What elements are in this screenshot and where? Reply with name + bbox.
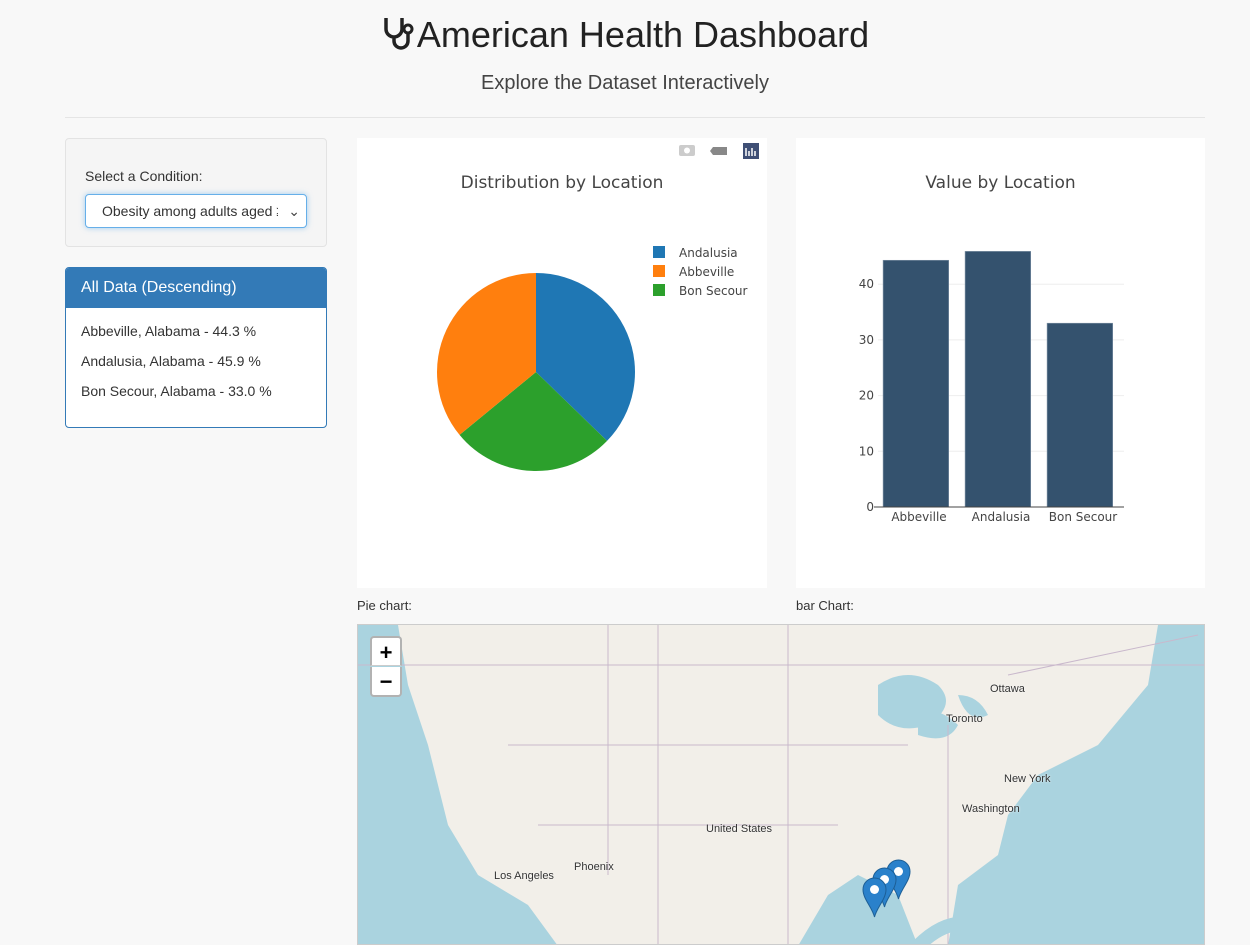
title-text: American Health Dashboard <box>416 14 870 55</box>
list-item: Andalusia, Alabama - 45.9 % <box>81 353 261 369</box>
map-tiles <box>358 625 1204 944</box>
map-label: Ottawa <box>990 683 1025 695</box>
bar-andalusia[interactable] <box>964 251 1032 508</box>
legend-label[interactable]: Bon Secour <box>679 284 748 298</box>
legend-swatch[interactable] <box>653 246 665 258</box>
pie-title: Distribution by Location <box>460 173 664 193</box>
bar-caption: bar Chart: <box>796 598 854 613</box>
all-data-panel: All Data (Descending) Abbeville, Alabama… <box>65 267 327 428</box>
x-tick-label: Bon Secour <box>1049 510 1118 524</box>
chart-toolbar <box>679 143 759 159</box>
y-tick-label: 40 <box>859 277 874 291</box>
map-marker-icon[interactable] <box>862 877 887 923</box>
plotly-logo-icon[interactable] <box>743 143 759 159</box>
pie-slice-bon-secour[interactable] <box>459 372 608 472</box>
bar-abbeville[interactable] <box>882 259 949 508</box>
chevron-down-icon: ⌄ <box>288 203 300 219</box>
map-label: Los Angeles <box>494 870 554 882</box>
x-tick-label: Abbeville <box>891 510 946 524</box>
bar-bon-secour[interactable] <box>1046 322 1114 508</box>
y-tick-label: 20 <box>859 389 874 403</box>
map-label: United States <box>706 823 773 835</box>
y-tick-label: 30 <box>859 333 874 347</box>
map-label: Phoenix <box>574 861 614 873</box>
select-label: Select a Condition: <box>85 168 203 184</box>
condition-selector-panel: Select a Condition: Obesity among adults… <box>65 138 327 247</box>
map-label: Washington <box>962 803 1020 815</box>
panel-title: All Data (Descending) <box>66 268 326 308</box>
stethoscope-icon <box>384 18 414 50</box>
pie-chart-card: Distribution by Location Andalusia Abbevi… <box>357 138 767 588</box>
y-tick-label: 0 <box>866 500 874 514</box>
page-subtitle: Explore the Dataset Interactively <box>481 72 769 94</box>
map[interactable]: + − Ottawa Toronto New York Washington Unite… <box>357 624 1205 945</box>
legend-label[interactable]: Andalusia <box>679 246 738 260</box>
pie-slice-andalusia[interactable] <box>536 273 635 441</box>
condition-select[interactable]: Obesity among adults aged ≥18 years ⌄ <box>85 194 307 228</box>
zoom-out-button[interactable]: − <box>370 667 402 697</box>
tag-icon[interactable] <box>710 147 727 155</box>
map-label: New York <box>1004 773 1051 785</box>
list-item: Abbeville, Alabama - 44.3 % <box>81 323 257 339</box>
legend-label[interactable]: Abbeville <box>679 265 734 279</box>
legend-swatch[interactable] <box>653 265 665 277</box>
pie-slice-abbeville[interactable] <box>437 273 536 435</box>
select-value: Obesity among adults aged ≥18 years <box>102 203 278 219</box>
y-tick-label: 10 <box>859 444 874 458</box>
pie-chart: Andalusia Abbeville Bon Secour <box>437 246 748 472</box>
divider <box>65 117 1205 118</box>
zoom-in-button[interactable]: + <box>370 636 402 666</box>
camera-icon[interactable] <box>679 145 695 156</box>
x-tick-label: Andalusia <box>972 510 1031 524</box>
bar-chart-card: Value by Location 0 10 20 30 40 Abbeville Anda… <box>796 138 1205 588</box>
bar-title: Value by Location <box>925 173 1076 193</box>
legend-swatch[interactable] <box>653 284 665 296</box>
map-label: Toronto <box>946 713 983 725</box>
page-title: American Health Dashboard <box>0 14 1250 56</box>
bar-chart: 0 10 20 30 40 Abbeville Andalusia Bon Secour <box>859 251 1124 524</box>
list-item: Bon Secour, Alabama - 33.0 % <box>81 383 272 399</box>
pie-caption: Pie chart: <box>357 598 412 613</box>
